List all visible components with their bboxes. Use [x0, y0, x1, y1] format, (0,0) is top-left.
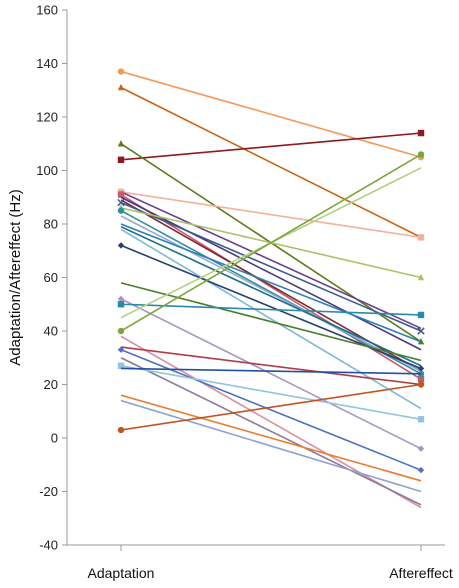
data-point	[117, 83, 125, 91]
y-tick-label: 140	[36, 56, 58, 71]
series-line	[120, 228, 422, 410]
series-27	[117, 362, 425, 423]
series-line	[120, 348, 422, 471]
series-29	[120, 394, 422, 482]
series-line	[120, 399, 422, 493]
series-line	[120, 201, 422, 332]
series-line	[120, 223, 422, 343]
y-tick-label: 100	[36, 163, 58, 178]
y-tick-label: 160	[36, 3, 58, 18]
y-tick-label: 40	[44, 324, 58, 339]
data-point	[117, 295, 125, 303]
series-22	[117, 151, 425, 335]
series-14	[120, 223, 422, 343]
series-31	[117, 381, 425, 434]
series-24	[120, 346, 422, 386]
data-point	[117, 191, 125, 198]
data-point	[417, 151, 425, 158]
series-line	[120, 364, 422, 421]
series-line	[120, 298, 422, 450]
data-point	[117, 68, 125, 75]
series-line	[120, 191, 422, 239]
data-point	[117, 198, 125, 207]
series-6	[120, 191, 422, 330]
data-point	[117, 426, 125, 434]
series-line	[120, 196, 422, 351]
series-8	[120, 196, 422, 351]
series-line	[120, 357, 422, 506]
data-point	[117, 242, 125, 249]
series-line	[120, 86, 422, 239]
data-point	[117, 327, 125, 335]
data-point	[117, 301, 125, 308]
data-point	[417, 273, 425, 281]
x-axis: Adaptation Aftereffect	[67, 544, 453, 581]
x-tick-label: Aftereffect	[389, 565, 453, 581]
series-line	[120, 153, 422, 332]
y-tick-label: 60	[44, 270, 58, 285]
series-20	[117, 301, 425, 319]
series-line	[120, 346, 422, 386]
series-line	[120, 244, 422, 370]
data-point	[117, 207, 125, 214]
data-point	[417, 365, 425, 372]
data-point	[417, 129, 425, 137]
series-7	[117, 191, 425, 383]
y-axis-title: Adaptation/Aftereffect (Hz)	[7, 189, 24, 365]
series-19	[117, 295, 425, 452]
data-point	[417, 466, 425, 474]
series-line	[120, 367, 422, 375]
data-point	[117, 156, 125, 163]
x-tick-label: Adaptation	[88, 565, 155, 581]
data-point	[117, 346, 125, 353]
series-line	[120, 132, 422, 161]
series-line	[120, 70, 422, 158]
y-tick-label: -40	[39, 538, 58, 553]
data-point	[117, 362, 125, 369]
series-line	[120, 282, 422, 362]
data-point	[417, 375, 425, 383]
series-2	[117, 83, 425, 241]
series-line	[120, 335, 422, 509]
series-3	[117, 129, 425, 163]
series-15	[120, 225, 422, 367]
series-13	[120, 215, 422, 372]
series-5	[117, 188, 425, 241]
series-18	[120, 282, 422, 362]
y-tick-label: 80	[44, 217, 58, 232]
series-line	[120, 191, 422, 330]
series-28	[120, 367, 422, 375]
series-line	[120, 394, 422, 482]
series-line	[120, 383, 422, 431]
y-tick-label: 0	[51, 431, 58, 446]
y-axis: -40 -20 0 20 40 60 80 100 120 140 160	[36, 3, 68, 553]
series-line	[120, 225, 422, 367]
y-tick-label: 20	[44, 377, 58, 392]
data-point	[417, 416, 425, 423]
data-point	[117, 140, 125, 147]
data-point	[417, 234, 425, 241]
series-line	[120, 303, 422, 316]
series-10	[117, 198, 425, 335]
data-point	[417, 381, 425, 388]
y-tick-label: -20	[39, 484, 58, 499]
series-16	[120, 228, 422, 410]
y-tick-label: 120	[36, 110, 58, 125]
data-point	[417, 311, 425, 319]
series-30	[120, 399, 422, 493]
series-23	[120, 335, 422, 509]
series-layer	[117, 68, 425, 509]
series-26	[120, 357, 422, 506]
series-line	[120, 215, 422, 372]
data-point	[417, 327, 425, 335]
series-line	[120, 209, 422, 375]
data-point	[417, 445, 425, 452]
